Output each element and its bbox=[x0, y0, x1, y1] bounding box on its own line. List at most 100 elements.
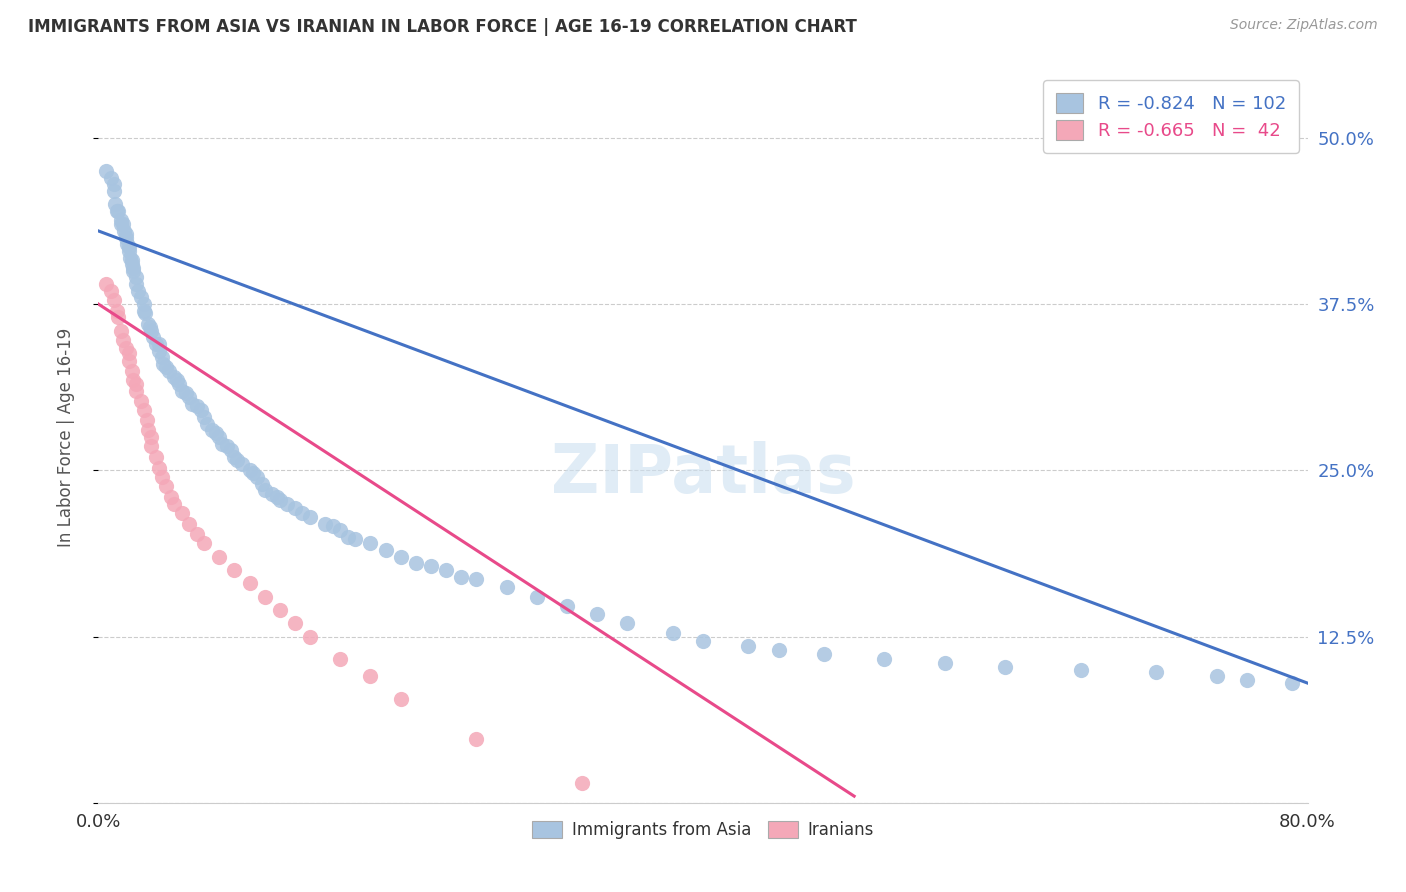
Point bbox=[253, 590, 276, 604]
Point bbox=[132, 403, 155, 417]
Point bbox=[329, 523, 352, 537]
Point bbox=[141, 430, 163, 444]
Point bbox=[103, 178, 125, 192]
Y-axis label: In Labor Force | Age 16-19: In Labor Force | Age 16-19 bbox=[56, 327, 75, 547]
Point bbox=[167, 376, 190, 391]
Point bbox=[150, 351, 173, 365]
Point bbox=[389, 549, 412, 564]
Point bbox=[450, 570, 472, 584]
Point bbox=[136, 424, 159, 438]
Point bbox=[152, 357, 174, 371]
Point bbox=[193, 410, 215, 425]
Point bbox=[121, 257, 143, 271]
Point bbox=[160, 490, 183, 504]
Point bbox=[103, 293, 125, 307]
Point bbox=[139, 319, 162, 334]
Point bbox=[105, 303, 128, 318]
Point bbox=[299, 630, 322, 644]
Point bbox=[104, 197, 127, 211]
Point bbox=[100, 170, 122, 185]
Point bbox=[115, 237, 138, 252]
Point bbox=[344, 533, 367, 547]
Point bbox=[150, 470, 173, 484]
Point bbox=[136, 317, 159, 331]
Point bbox=[465, 573, 488, 587]
Point bbox=[221, 443, 243, 458]
Point bbox=[110, 213, 132, 227]
Point bbox=[526, 590, 548, 604]
Point bbox=[181, 397, 204, 411]
Point bbox=[122, 373, 145, 387]
Text: ZIPatlas: ZIPatlas bbox=[551, 441, 855, 507]
Point bbox=[148, 460, 170, 475]
Point bbox=[813, 647, 835, 661]
Point bbox=[148, 343, 170, 358]
Point bbox=[208, 430, 231, 444]
Point bbox=[389, 692, 412, 706]
Point bbox=[129, 290, 152, 304]
Point bbox=[360, 536, 382, 550]
Point bbox=[226, 452, 249, 467]
Point bbox=[118, 244, 141, 258]
Point bbox=[224, 450, 246, 464]
Point bbox=[420, 559, 443, 574]
Point bbox=[737, 639, 759, 653]
Point bbox=[107, 310, 129, 325]
Point bbox=[239, 463, 262, 477]
Point bbox=[1070, 663, 1092, 677]
Point bbox=[495, 580, 517, 594]
Point bbox=[112, 224, 135, 238]
Point bbox=[170, 506, 193, 520]
Point bbox=[145, 450, 167, 464]
Point bbox=[1206, 669, 1229, 683]
Point bbox=[114, 230, 136, 244]
Point bbox=[242, 466, 264, 480]
Point bbox=[148, 337, 170, 351]
Point bbox=[269, 492, 291, 507]
Point bbox=[100, 284, 122, 298]
Point bbox=[135, 413, 157, 427]
Point bbox=[250, 476, 273, 491]
Point bbox=[291, 506, 314, 520]
Point bbox=[174, 386, 197, 401]
Point bbox=[125, 376, 148, 391]
Point bbox=[127, 284, 149, 298]
Point bbox=[276, 497, 298, 511]
Point bbox=[1144, 665, 1167, 680]
Point bbox=[239, 576, 262, 591]
Point bbox=[118, 240, 141, 254]
Point bbox=[1281, 676, 1303, 690]
Point bbox=[125, 270, 148, 285]
Point bbox=[122, 261, 145, 276]
Point bbox=[360, 669, 382, 683]
Text: Source: ZipAtlas.com: Source: ZipAtlas.com bbox=[1230, 18, 1378, 32]
Point bbox=[661, 625, 683, 640]
Point bbox=[145, 337, 167, 351]
Point bbox=[231, 457, 253, 471]
Point bbox=[195, 417, 218, 431]
Point bbox=[94, 277, 117, 292]
Point bbox=[111, 333, 134, 347]
Point bbox=[253, 483, 276, 498]
Point bbox=[142, 330, 165, 344]
Point bbox=[336, 530, 359, 544]
Point bbox=[262, 487, 284, 501]
Point bbox=[129, 394, 152, 409]
Point bbox=[434, 563, 457, 577]
Point bbox=[873, 652, 896, 666]
Point bbox=[122, 264, 145, 278]
Point bbox=[114, 341, 136, 355]
Point bbox=[211, 436, 233, 450]
Point bbox=[121, 253, 143, 268]
Point bbox=[94, 164, 117, 178]
Point bbox=[186, 527, 208, 541]
Point bbox=[120, 251, 142, 265]
Point bbox=[155, 479, 177, 493]
Point bbox=[994, 660, 1017, 674]
Legend: Immigrants from Asia, Iranians: Immigrants from Asia, Iranians bbox=[524, 814, 882, 846]
Point bbox=[114, 227, 136, 241]
Point bbox=[125, 384, 148, 398]
Point bbox=[329, 652, 352, 666]
Point bbox=[166, 373, 188, 387]
Point bbox=[205, 426, 228, 441]
